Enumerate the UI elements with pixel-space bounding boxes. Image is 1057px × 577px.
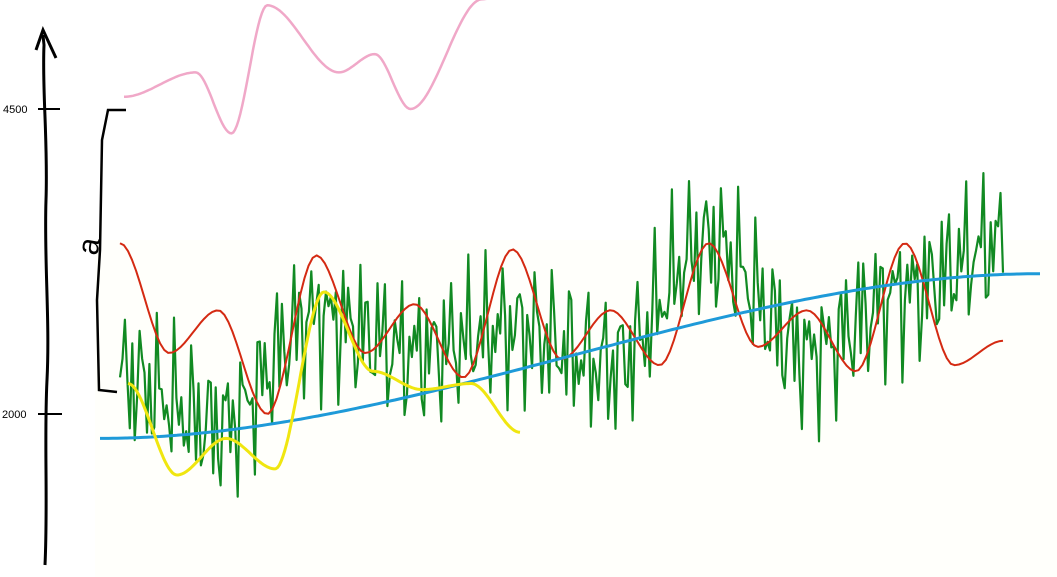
y-axis-arrow-icon bbox=[34, 26, 58, 59]
series-line-pink bbox=[124, 0, 487, 135]
y-tick-label-2000: 2000 bbox=[2, 409, 26, 421]
y-tick-label-4500: 4500 bbox=[3, 104, 27, 116]
annotation-bracket bbox=[95, 108, 126, 394]
y-axis: 4500 2000 bbox=[2, 26, 62, 566]
annotation-label: a bbox=[72, 235, 107, 257]
series-line-blue bbox=[100, 272, 1040, 440]
series-line-green bbox=[118, 172, 1005, 498]
series-group bbox=[100, 0, 1040, 498]
annotation-bracket-group: a bbox=[72, 108, 126, 394]
series-line-yellow bbox=[127, 290, 521, 477]
y-axis-line bbox=[41, 34, 50, 566]
